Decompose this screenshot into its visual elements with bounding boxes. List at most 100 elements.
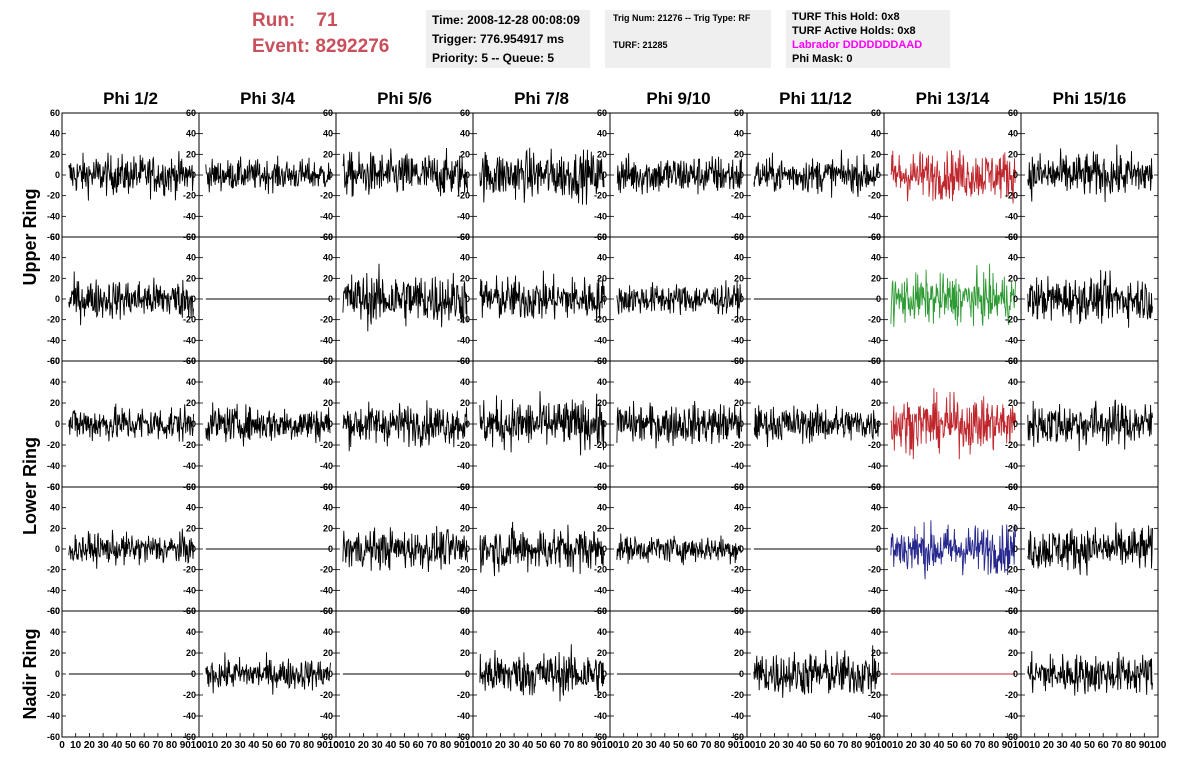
x-tick-label: 10 [892,740,904,751]
y-tick-label: -20 [457,191,470,201]
y-tick-label: 60 [460,482,470,492]
y-tick-label: 20 [734,273,744,283]
y-tick-label: 20 [186,273,196,283]
y-tick-label: 0 [191,170,196,180]
y-tick-label: -20 [868,690,881,700]
x-tick-label: 10 [344,740,356,751]
y-tick-label: 40 [597,253,607,263]
y-tick-label: -40 [731,335,744,345]
x-tick-label: 10 [755,740,767,751]
y-tick-label: -20 [320,440,333,450]
waveform-trace [616,153,742,195]
waveform-trace [616,280,742,322]
y-tick-label: 60 [460,606,470,616]
x-tick-label: 40 [933,740,945,751]
y-tick-label: -60 [47,482,60,492]
y-tick-label: 20 [323,523,333,533]
y-tick-label: -20 [594,440,607,450]
waveform-trace [479,270,605,323]
x-tick-label: 20 [632,740,644,751]
y-tick-label: -20 [320,690,333,700]
y-tick-label: 0 [1013,294,1018,304]
x-tick-label: 80 [440,740,452,751]
y-tick-label: 60 [323,606,333,616]
y-tick-label: 60 [871,356,881,366]
y-tick-label: 0 [328,170,333,180]
y-tick-label: -60 [868,732,881,742]
y-tick-label: -20 [183,191,196,201]
waveform-trace [479,391,605,456]
x-tick-label: 70 [563,740,575,751]
y-tick-label: 40 [1008,377,1018,387]
x-tick-label: 90 [180,740,192,751]
x-tick-label: 90 [1002,740,1014,751]
event-label: Event: [252,36,311,57]
x-tick-label: 70 [426,740,438,751]
y-tick-label: 40 [1008,253,1018,263]
y-tick-label: 20 [597,149,607,159]
y-tick-label: -60 [457,732,470,742]
y-tick-label: -40 [320,585,333,595]
y-tick-label: 20 [460,273,470,283]
y-tick-label: 0 [55,669,60,679]
x-tick-label: 50 [673,740,685,751]
y-tick-label: 20 [50,149,60,159]
waveform-trace [753,403,879,448]
y-tick-label: -20 [183,315,196,325]
y-tick-label: 20 [597,273,607,283]
y-tick-label: -40 [320,711,333,721]
phi-mask-text: Phi Mask: 0 [792,53,853,65]
time-info-box: Time: 2008-12-28 00:08:09 Trigger: 776.9… [426,10,590,68]
y-tick-label: 20 [186,149,196,159]
trigger-info-box: Trig Num: 21276 -- Trig Type: RF TURF: 2… [605,10,771,68]
y-tick-label: -20 [457,315,470,325]
x-tick-label: 10 [207,740,219,751]
x-tick-label: 30 [509,740,521,751]
y-tick-label: 60 [1008,356,1018,366]
waveform-trace [890,388,1016,460]
y-tick-label: 60 [186,606,196,616]
x-tick-label: 70 [1111,740,1123,751]
x-tick-label: 30 [98,740,110,751]
x-tick-label: 20 [358,740,370,751]
y-tick-label: -40 [731,461,744,471]
x-tick-label: 60 [961,740,973,751]
waveform-trace [1027,399,1153,452]
y-tick-label: 60 [323,482,333,492]
y-tick-label: 0 [739,294,744,304]
y-tick-label: 0 [602,544,607,554]
column-title: Phi 13/14 [916,89,990,108]
column-title: Phi 7/8 [514,89,569,108]
y-tick-label: -20 [594,565,607,575]
x-tick-label: 90 [865,740,877,751]
waveform-trace [1027,144,1153,203]
y-tick-label: 40 [1008,129,1018,139]
y-tick-label: -20 [731,315,744,325]
y-tick-label: -40 [457,585,470,595]
x-tick-label: 0 [607,740,613,751]
y-tick-label: -40 [183,711,196,721]
x-tick-label: 40 [111,740,123,751]
y-tick-label: -60 [320,732,333,742]
waveform-trace [342,400,468,452]
y-tick-label: 40 [597,627,607,637]
y-tick-label: 0 [876,294,881,304]
priority-text: Priority: 5 -- Queue: 5 [432,51,555,65]
y-tick-label: 60 [734,482,744,492]
y-tick-label: -20 [594,315,607,325]
y-tick-label: 60 [460,232,470,242]
x-tick-label: 100 [876,740,893,751]
y-tick-label: 40 [323,129,333,139]
y-tick-label: -40 [320,461,333,471]
y-tick-label: 0 [55,170,60,180]
y-tick-label: -40 [47,335,60,345]
x-tick-label: 0 [470,740,476,751]
y-tick-label: -20 [868,440,881,450]
x-tick-label: 0 [333,740,339,751]
y-tick-label: 40 [323,377,333,387]
y-tick-label: 40 [460,129,470,139]
y-tick-label: 20 [597,523,607,533]
y-tick-label: 20 [1008,523,1018,533]
y-tick-label: 0 [55,544,60,554]
x-tick-label: 90 [591,740,603,751]
